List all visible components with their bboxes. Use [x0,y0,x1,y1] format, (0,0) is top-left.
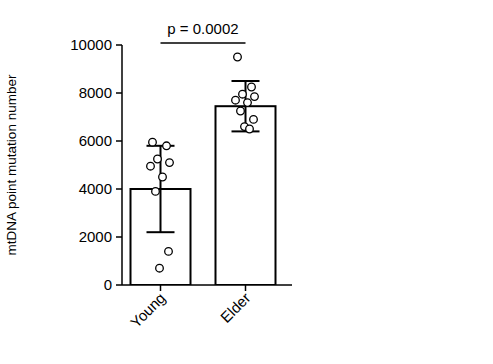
data-point [246,125,254,133]
y-tick-label: 4000 [79,180,112,197]
data-point [250,116,258,124]
data-point [248,83,256,91]
y-tick [116,284,122,286]
data-point [251,93,259,101]
y-tick-label: 0 [104,276,112,293]
y-tick-label: 8000 [79,84,112,101]
y-axis [121,45,123,285]
error-cap [147,231,175,233]
bar [216,106,276,285]
x-tick [245,285,247,291]
annotation: p = 0.0002 [167,20,238,37]
x-tick-label: Elder [217,289,254,326]
y-tick [116,188,122,190]
data-point [232,96,240,104]
data-point [234,53,242,61]
data-point [147,162,155,170]
y-tick [116,92,122,94]
y-tick [116,140,122,142]
data-point [163,142,171,150]
error-cap [232,80,260,82]
chart: 0 2000 4000 6000 8000 10000 mtDNA point mutati… [0,0,493,364]
data-point [156,264,164,272]
data-point [165,248,173,256]
x-tick [160,285,162,291]
data-point [159,173,167,181]
y-tick [116,236,122,238]
data-point [237,107,245,115]
data-point [154,155,162,163]
plot-area [131,53,276,285]
data-point [152,188,160,196]
data-point [149,138,157,146]
y-tick [116,44,122,46]
significance-line [161,42,246,44]
x-tick-label: Young [127,289,169,331]
error-bar [147,146,175,232]
y-tick-label: 10000 [70,36,112,53]
y-axis-label: mtDNA point mutation number [4,74,19,255]
y-tick-label: 2000 [79,228,112,245]
y-tick-label: 6000 [79,132,112,149]
data-point [166,159,174,167]
data-point [239,90,247,98]
error-bar [232,81,260,131]
data-point [244,99,252,107]
